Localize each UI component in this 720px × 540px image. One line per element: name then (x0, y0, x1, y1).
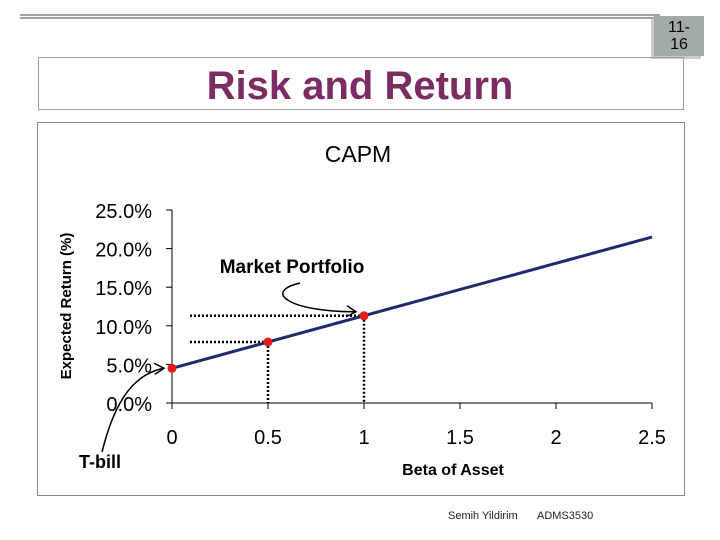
arrowhead-market-portfolio (345, 305, 358, 318)
x-tick-label: 2.5 (638, 427, 666, 449)
chart-frame (37, 122, 685, 496)
x-tick-label: 1 (358, 427, 369, 449)
x-tick-label: 0.5 (254, 427, 282, 449)
y-tick-label: 15.0% (95, 278, 152, 300)
y-tick-label: 5.0% (106, 355, 152, 377)
title-box (38, 57, 684, 110)
data-point (263, 337, 273, 347)
y-tick-label: 10.0% (95, 317, 152, 339)
x-tick-label: 2 (550, 427, 561, 449)
data-point (167, 363, 177, 373)
chart-title: CAPM (325, 141, 391, 167)
data-point (359, 311, 369, 321)
header-rule (20, 14, 660, 19)
slide-title: Risk and Return (206, 64, 514, 108)
x-tick-label: 1.5 (446, 427, 474, 449)
x-axis-label: Beta of Asset (402, 462, 504, 479)
y-tick-label: 25.0% (95, 201, 152, 223)
arrowhead-t-bill (153, 362, 166, 375)
arrow-t-bill (101, 367, 165, 453)
y-tick-label: 20.0% (95, 240, 152, 262)
footer-author: Semih Yildirim (448, 510, 518, 522)
x-tick-label: 0 (166, 427, 177, 449)
slide-number: 11- 16 (654, 16, 704, 56)
sml-line (171, 235, 653, 370)
annotation-market-portfolio: Market Portfolio (220, 257, 365, 278)
y-axis-label: Expected Return (%) (58, 233, 75, 380)
arrow-market-portfolio (282, 282, 357, 313)
footer-course: ADMS3530 (537, 510, 594, 522)
y-tick-label: 0.0% (106, 394, 152, 416)
annotation-t-bill: T-bill (79, 452, 121, 472)
